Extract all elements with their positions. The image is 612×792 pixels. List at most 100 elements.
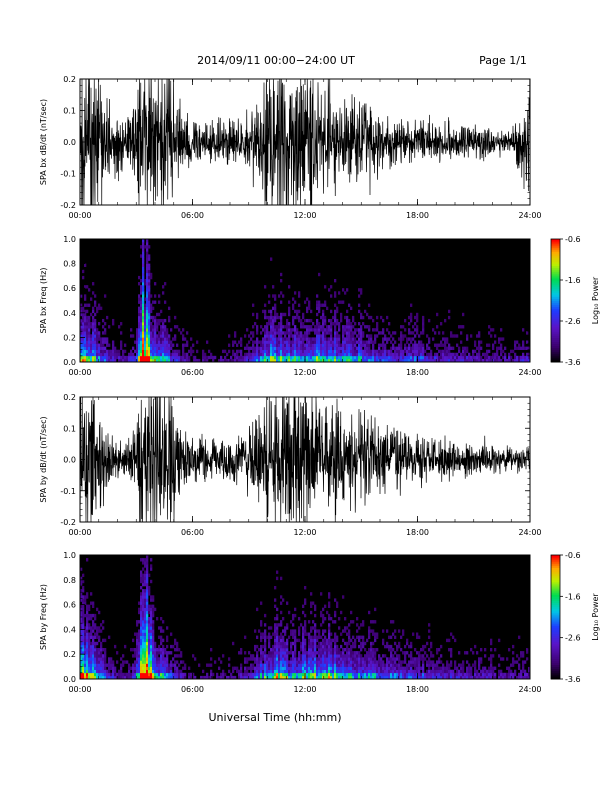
y-tick-label: 0.6 bbox=[63, 284, 76, 293]
spectrogram-cell bbox=[262, 358, 265, 363]
spectrogram-cell bbox=[250, 669, 253, 674]
spectrogram-cell bbox=[208, 355, 211, 360]
spectrogram-cell bbox=[92, 318, 95, 323]
spectrogram-cell bbox=[332, 349, 335, 354]
spectrogram-cell bbox=[140, 660, 143, 664]
spectrogram-cell bbox=[422, 331, 425, 335]
spectrogram-cell bbox=[262, 663, 265, 667]
spectrogram-cell bbox=[478, 331, 481, 335]
spectrogram-cell bbox=[282, 651, 285, 655]
spectrogram-cell bbox=[142, 604, 145, 608]
spectrogram-cell bbox=[382, 641, 385, 646]
spectrogram-cell bbox=[268, 651, 271, 655]
spectrogram-cell bbox=[448, 352, 451, 357]
spectrogram-cell bbox=[152, 635, 155, 639]
spectrogram-cell bbox=[166, 346, 169, 351]
spectrogram-cell bbox=[340, 666, 343, 670]
spectrogram-cell bbox=[82, 613, 85, 618]
spectrogram-cell bbox=[122, 358, 125, 363]
spectrogram-cell bbox=[84, 654, 87, 658]
spectrogram-cell bbox=[170, 352, 173, 357]
spectrogram-cell bbox=[342, 672, 345, 677]
spectrogram-cell bbox=[154, 672, 157, 677]
spectrogram-cell bbox=[386, 666, 389, 670]
spectrogram-cell bbox=[102, 346, 105, 351]
spectrogram-cell bbox=[110, 672, 113, 677]
colorbar-swatch bbox=[551, 306, 560, 310]
spectrogram-cell bbox=[192, 675, 195, 680]
spectrogram-cell bbox=[414, 666, 417, 670]
spectrogram-cell bbox=[420, 331, 423, 335]
spectrogram-cell bbox=[262, 651, 265, 655]
spectrogram-cell bbox=[84, 613, 87, 618]
spectrogram-cell bbox=[358, 343, 361, 347]
spectrogram-cell bbox=[138, 282, 141, 286]
spectrogram-cell bbox=[290, 340, 293, 344]
spectrogram-cell bbox=[80, 613, 83, 618]
spectrogram-cell bbox=[92, 672, 95, 677]
spectrogram-cell bbox=[316, 644, 319, 649]
spectrogram-cell bbox=[98, 675, 101, 680]
spectrogram-cell bbox=[372, 660, 375, 664]
spectrogram-cell bbox=[90, 322, 93, 326]
spectrogram-cell bbox=[396, 644, 399, 649]
spectrogram-cell bbox=[288, 325, 291, 329]
spectrogram-cell bbox=[264, 660, 267, 664]
spectrogram-cell bbox=[280, 315, 283, 320]
spectrogram-cell bbox=[418, 340, 421, 344]
spectrogram-cell bbox=[426, 660, 429, 664]
spectrogram-cell bbox=[348, 675, 351, 680]
spectrogram-cell bbox=[394, 635, 397, 639]
spectrogram-cell bbox=[180, 660, 183, 664]
spectrogram-cell bbox=[298, 303, 301, 307]
spectrogram-cell bbox=[490, 328, 493, 332]
spectrogram-cell bbox=[140, 576, 143, 581]
spectrogram-cell bbox=[274, 340, 277, 344]
spectrogram-cell bbox=[418, 334, 421, 338]
spectrogram-cell bbox=[268, 331, 271, 335]
spectrogram-cell bbox=[316, 322, 319, 326]
spectrogram-cell bbox=[364, 309, 367, 314]
spectrogram-cell bbox=[398, 669, 401, 674]
spectrogram-cell bbox=[158, 644, 161, 649]
spectrogram-cell bbox=[228, 675, 231, 680]
spectrogram-cell bbox=[322, 613, 325, 618]
spectrogram-cell bbox=[356, 623, 359, 627]
spectrogram-cell bbox=[98, 303, 101, 307]
spectrogram-cell bbox=[150, 272, 153, 277]
spectrogram-cell bbox=[280, 334, 283, 338]
spectrogram-cell bbox=[468, 675, 471, 680]
spectrogram-cell bbox=[294, 291, 297, 295]
spectrogram-cell bbox=[362, 644, 365, 649]
spectrogram-cell bbox=[154, 340, 157, 344]
spectrogram-cell bbox=[156, 318, 159, 323]
spectrogram-cell bbox=[330, 669, 333, 674]
spectrogram-cell bbox=[118, 349, 121, 354]
spectrogram-cell bbox=[478, 660, 481, 664]
spectrogram-cell bbox=[144, 309, 147, 314]
spectrogram-cell bbox=[446, 346, 449, 351]
spectrogram-cell bbox=[424, 349, 427, 354]
spectrogram-cell bbox=[202, 669, 205, 674]
spectrogram-cell bbox=[130, 334, 133, 338]
spectrogram-cell bbox=[188, 675, 191, 680]
spectrogram-cell bbox=[96, 669, 99, 674]
spectrogram-cell bbox=[142, 651, 145, 655]
spectrogram-cell bbox=[208, 675, 211, 680]
spectrogram-cell bbox=[416, 312, 419, 317]
spectrogram-cell bbox=[362, 349, 365, 354]
spectrogram-cell bbox=[174, 355, 177, 360]
spectrogram-cell bbox=[342, 352, 345, 357]
spectrogram-cell bbox=[492, 328, 495, 332]
spectrogram-cell bbox=[488, 355, 491, 360]
spectrogram-cell bbox=[258, 672, 261, 677]
spectrogram-cell bbox=[302, 663, 305, 667]
spectrogram-cell bbox=[162, 346, 165, 351]
spectrogram-cell bbox=[514, 672, 517, 677]
spectrogram-cell bbox=[336, 675, 339, 680]
spectrogram-cell bbox=[520, 672, 523, 677]
spectrogram-cell bbox=[274, 648, 277, 652]
spectrogram-cell bbox=[128, 666, 131, 670]
spectrogram-cell bbox=[352, 641, 355, 646]
spectrogram-cell bbox=[462, 669, 465, 674]
